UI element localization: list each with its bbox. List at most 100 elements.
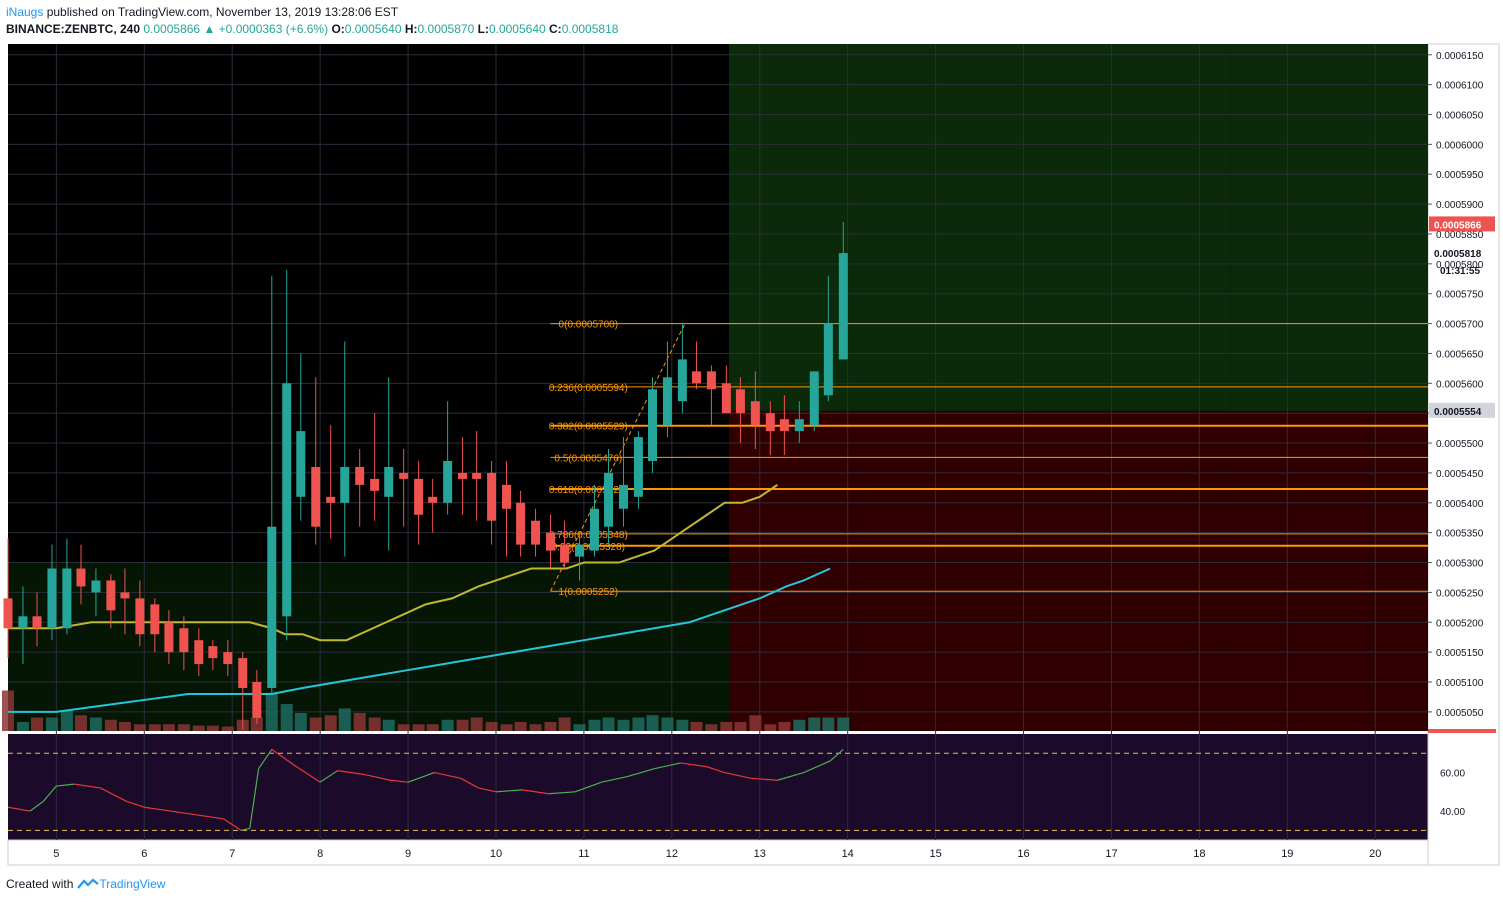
close-value: 0.0005818 [561, 22, 619, 36]
volume-bar [324, 715, 337, 731]
candle-down [399, 472, 409, 479]
candle-up [794, 419, 804, 432]
volume-bar [514, 722, 527, 731]
rsi-line-segment [460, 777, 479, 789]
volume-bar [133, 724, 146, 731]
price-tick-label: 0.0005450 [1436, 469, 1484, 480]
fib-level-label: 0.236(0.0005594) [549, 383, 628, 394]
rsi-line-segment [249, 768, 260, 829]
author-link[interactable]: iNaugs [6, 5, 44, 19]
volume-bar [573, 724, 586, 731]
volume-bar [764, 724, 777, 731]
volume-bar [661, 717, 674, 731]
open-value: 0.0005640 [344, 22, 402, 36]
fib-trend-line [550, 323, 686, 592]
volume-bar [632, 717, 645, 731]
volume-bar [500, 724, 513, 731]
price-tick-label: 0.0005600 [1436, 379, 1484, 390]
candle-down [3, 598, 13, 629]
volume-bar [426, 724, 439, 731]
price-tick-label: 0.0005350 [1436, 529, 1484, 540]
volume-bar [734, 722, 747, 731]
close-label: C: [549, 22, 562, 36]
price-tick-label: 0.0005400 [1436, 499, 1484, 510]
candle-down [252, 682, 262, 718]
candle-down [458, 472, 468, 479]
candle-down [355, 466, 365, 485]
volume-bar [221, 726, 234, 731]
loss-zone [728, 410, 1231, 731]
rsi-line-segment [56, 783, 75, 787]
time-tick-label: 20 [1369, 848, 1381, 860]
candle-up [384, 466, 394, 497]
time-tick-label: 16 [1017, 848, 1029, 860]
tradingview-link[interactable]: TradingView [77, 877, 165, 891]
rsi-line-segment [170, 810, 198, 816]
close-price-tag-box [1429, 245, 1495, 261]
volume-bar [837, 717, 850, 731]
candle-down [135, 598, 145, 635]
volume-bar [822, 717, 835, 731]
zone-mid-tag-box [1429, 402, 1495, 418]
candle-down [502, 484, 512, 509]
candle-down [120, 592, 130, 599]
rsi-line-segment [627, 768, 655, 777]
volume-bar [177, 724, 190, 731]
volume-bar [720, 722, 733, 731]
rsi-line-segment [750, 777, 778, 781]
low-label: L: [477, 22, 489, 36]
loss-zone-extension [1230, 410, 1428, 731]
time-tick-label: 5 [53, 848, 59, 860]
profit-zone-extension [1230, 44, 1428, 411]
fib-level-label: 0.83(0.0005328) [552, 542, 625, 553]
rsi-line-segment [829, 748, 844, 762]
high-value: 0.0005870 [417, 22, 475, 36]
volume-bar [45, 717, 58, 731]
candle-down [691, 371, 701, 384]
volume-bar [338, 708, 351, 731]
publish-info: iNaugs published on TradingView.com, Nov… [6, 5, 398, 19]
time-tick-label: 10 [490, 848, 502, 860]
rsi-line-segment [680, 762, 708, 768]
volume-bar [294, 713, 307, 731]
volume-bar [646, 715, 659, 731]
rsi-line-segment [293, 764, 321, 783]
volume-bar [368, 717, 381, 731]
candle-down [76, 568, 86, 587]
close-price-tag: 0.0005818 [1434, 249, 1482, 260]
price-tick-label: 0.0005500 [1436, 439, 1484, 450]
rsi-line-segment [29, 800, 44, 812]
candle-up [267, 526, 277, 688]
candle-down [560, 544, 570, 563]
rsi-line-segment [337, 770, 365, 776]
volume-bar [676, 719, 689, 731]
rsi-line-segment [407, 771, 435, 783]
open-label: O: [331, 22, 345, 36]
candle-down [428, 496, 438, 503]
time-tick-label: 11 [578, 848, 589, 860]
candle-up [647, 389, 657, 461]
lower-green-shade [8, 562, 729, 731]
volume-bar [148, 724, 161, 731]
time-tick-label: 19 [1281, 848, 1293, 860]
time-tick-label: 12 [666, 848, 678, 860]
symbol-label: BINANCE:ZENBTC, 240 [6, 22, 141, 36]
time-tick-label: 13 [754, 848, 766, 860]
volume-bar [74, 715, 87, 731]
candle-down [721, 383, 731, 414]
price-tick-label: 0.0005200 [1436, 618, 1484, 629]
fib-level-label: 0.382(0.0005529) [549, 422, 628, 433]
rsi-line-segment [363, 773, 391, 781]
volume-bar [353, 713, 366, 731]
candle-up [296, 431, 306, 497]
rsi-line-segment [100, 787, 127, 802]
volume-bar [280, 704, 293, 731]
fib-level-label: 0.5(0.0005476) [554, 453, 622, 464]
rsi-line-segment [258, 749, 273, 770]
rsi-line-segment [434, 771, 461, 779]
tradingview-brand: TradingView [99, 877, 166, 891]
volume-bar [16, 722, 29, 731]
rsi-line-segment [42, 785, 57, 802]
fib-level-label: 0.786(0.0005348) [549, 530, 628, 541]
